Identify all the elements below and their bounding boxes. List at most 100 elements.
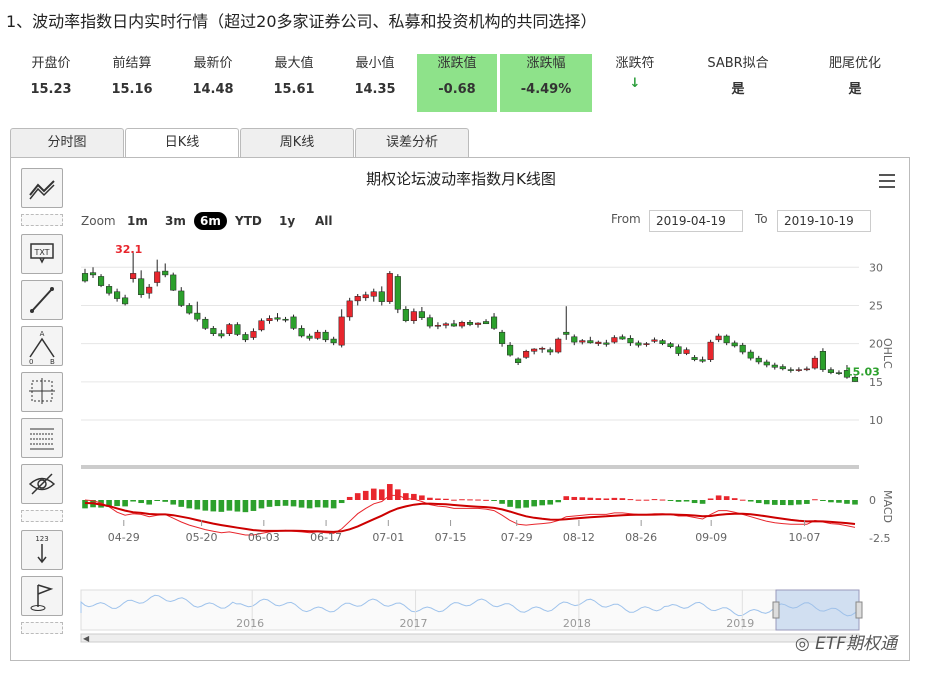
macd-bar [779, 500, 786, 506]
candle-body [314, 331, 321, 339]
macd-bar [531, 500, 537, 507]
navigator-handle-left [772, 601, 780, 619]
zoom-1y-button[interactable]: 1y [279, 214, 296, 228]
macd-dea-line [84, 502, 856, 533]
candle-body [122, 297, 129, 305]
macd-bar [170, 500, 177, 505]
scroll-left-icon: ◀ [83, 634, 90, 643]
crosshair-icon[interactable] [21, 372, 63, 412]
visibility-icon[interactable] [21, 464, 63, 504]
macd-bar [467, 499, 473, 501]
macd-bar [106, 500, 112, 507]
macd-bar [370, 488, 377, 500]
candle-body [491, 316, 498, 329]
candle-body [81, 273, 89, 282]
stat-value: 14.48 [192, 82, 234, 97]
zoom-6m-button[interactable]: 6m [194, 212, 227, 230]
stat-change-pct: 涨跌幅 -4.49% [500, 54, 592, 112]
grid-icon[interactable] [21, 418, 63, 458]
flag-icon[interactable] [21, 576, 63, 616]
candle-body [226, 324, 233, 334]
macd-bar [362, 490, 369, 500]
macd-bar [579, 497, 586, 500]
macd-bar [138, 500, 144, 504]
candle-body [89, 272, 97, 276]
from-date-input[interactable]: 2019-04-19 [649, 210, 743, 232]
hamburger-menu-icon[interactable] [879, 174, 895, 188]
svg-text:B: B [50, 358, 55, 365]
candle-body [627, 338, 634, 344]
label-icon[interactable]: 123 [21, 530, 63, 570]
macd-tick-label: 0 [869, 494, 876, 507]
macd-bar [539, 500, 545, 506]
candle-body [587, 340, 594, 344]
navigator-handle-right [855, 601, 863, 619]
line-tool-icon[interactable] [21, 280, 63, 320]
zoom-3m-button[interactable]: 3m [165, 214, 186, 228]
tab-weekly-kline[interactable]: 周K线 [240, 128, 354, 157]
tab-intraday[interactable]: 分时图 [10, 128, 124, 157]
macd-bar [483, 499, 489, 501]
macd-axis-label: MACD [881, 490, 894, 523]
fibonacci-icon[interactable]: A 0 B [21, 326, 63, 366]
candle-body [186, 305, 193, 314]
candle-body [394, 276, 401, 310]
macd-bar [419, 495, 425, 500]
kline-chart[interactable]: 10 15 20 25 30 0 -2.5 04-29 05-20 06-03 06-17 07-… [11, 158, 909, 660]
macd-bar [707, 498, 714, 500]
macd-bar [459, 499, 465, 501]
macd-bar [194, 500, 201, 510]
x-tick-label: 04-29 [108, 531, 140, 544]
ohlc-axis-label: OHLC [881, 338, 894, 369]
stat-value: -0.68 [438, 82, 476, 97]
candle-body [731, 342, 738, 347]
stat-value: 15.23 [30, 82, 72, 97]
macd-bar [804, 500, 810, 504]
zoom-all-button[interactable]: All [315, 214, 333, 228]
candle-body [290, 316, 297, 329]
candle-body [322, 331, 329, 341]
candle-body [803, 368, 810, 371]
ohlc-tick-label: 30 [869, 261, 883, 274]
stat-value: 15.61 [273, 82, 315, 97]
candle-body [659, 340, 666, 344]
text-annotation-icon[interactable]: TXT [21, 234, 63, 274]
macd-bar [627, 499, 634, 501]
x-tick-label: 08-12 [563, 531, 595, 544]
macd-bar [395, 489, 401, 500]
candle-body [787, 369, 794, 371]
candle-body [338, 316, 345, 346]
macd-bar [443, 498, 449, 500]
candle-body [515, 358, 522, 363]
macd-bar [499, 500, 505, 504]
stat-label: 开盘价 [31, 56, 71, 71]
candle-body [154, 271, 161, 283]
macd-bar [122, 500, 128, 507]
trend-line-icon[interactable] [21, 168, 63, 208]
candle-body [474, 322, 482, 325]
candle-body [234, 324, 241, 335]
stat-label: 最大值 [274, 56, 314, 71]
stat-prev-settle: 前结算 15.16 [97, 54, 167, 100]
macd-bar [403, 493, 409, 500]
macd-bar [266, 500, 273, 507]
candle-body [547, 349, 554, 353]
ohlc-tick-label: 25 [869, 299, 883, 312]
candle-body [274, 317, 281, 320]
candle-body [194, 312, 201, 320]
to-date-input[interactable]: 2019-10-19 [777, 210, 871, 232]
toolbar-separator [21, 622, 63, 634]
candle-body [306, 335, 313, 339]
tab-daily-kline[interactable]: 日K线 [125, 128, 239, 159]
watermark-logo: ◎ ETF期权通 [794, 634, 897, 654]
macd-bar [234, 500, 241, 512]
stat-sabr: SABR拟合 是 [700, 54, 776, 100]
macd-bar [218, 500, 225, 512]
zoom-1m-button[interactable]: 1m [127, 214, 148, 228]
svg-text:0: 0 [29, 358, 33, 365]
candle-body [819, 351, 826, 370]
macd-bar [812, 499, 818, 501]
tab-error-analysis[interactable]: 误差分析 [355, 128, 469, 157]
max-value-label: 32.1 [115, 243, 142, 256]
zoom-ytd-button[interactable]: YTD [235, 214, 262, 228]
